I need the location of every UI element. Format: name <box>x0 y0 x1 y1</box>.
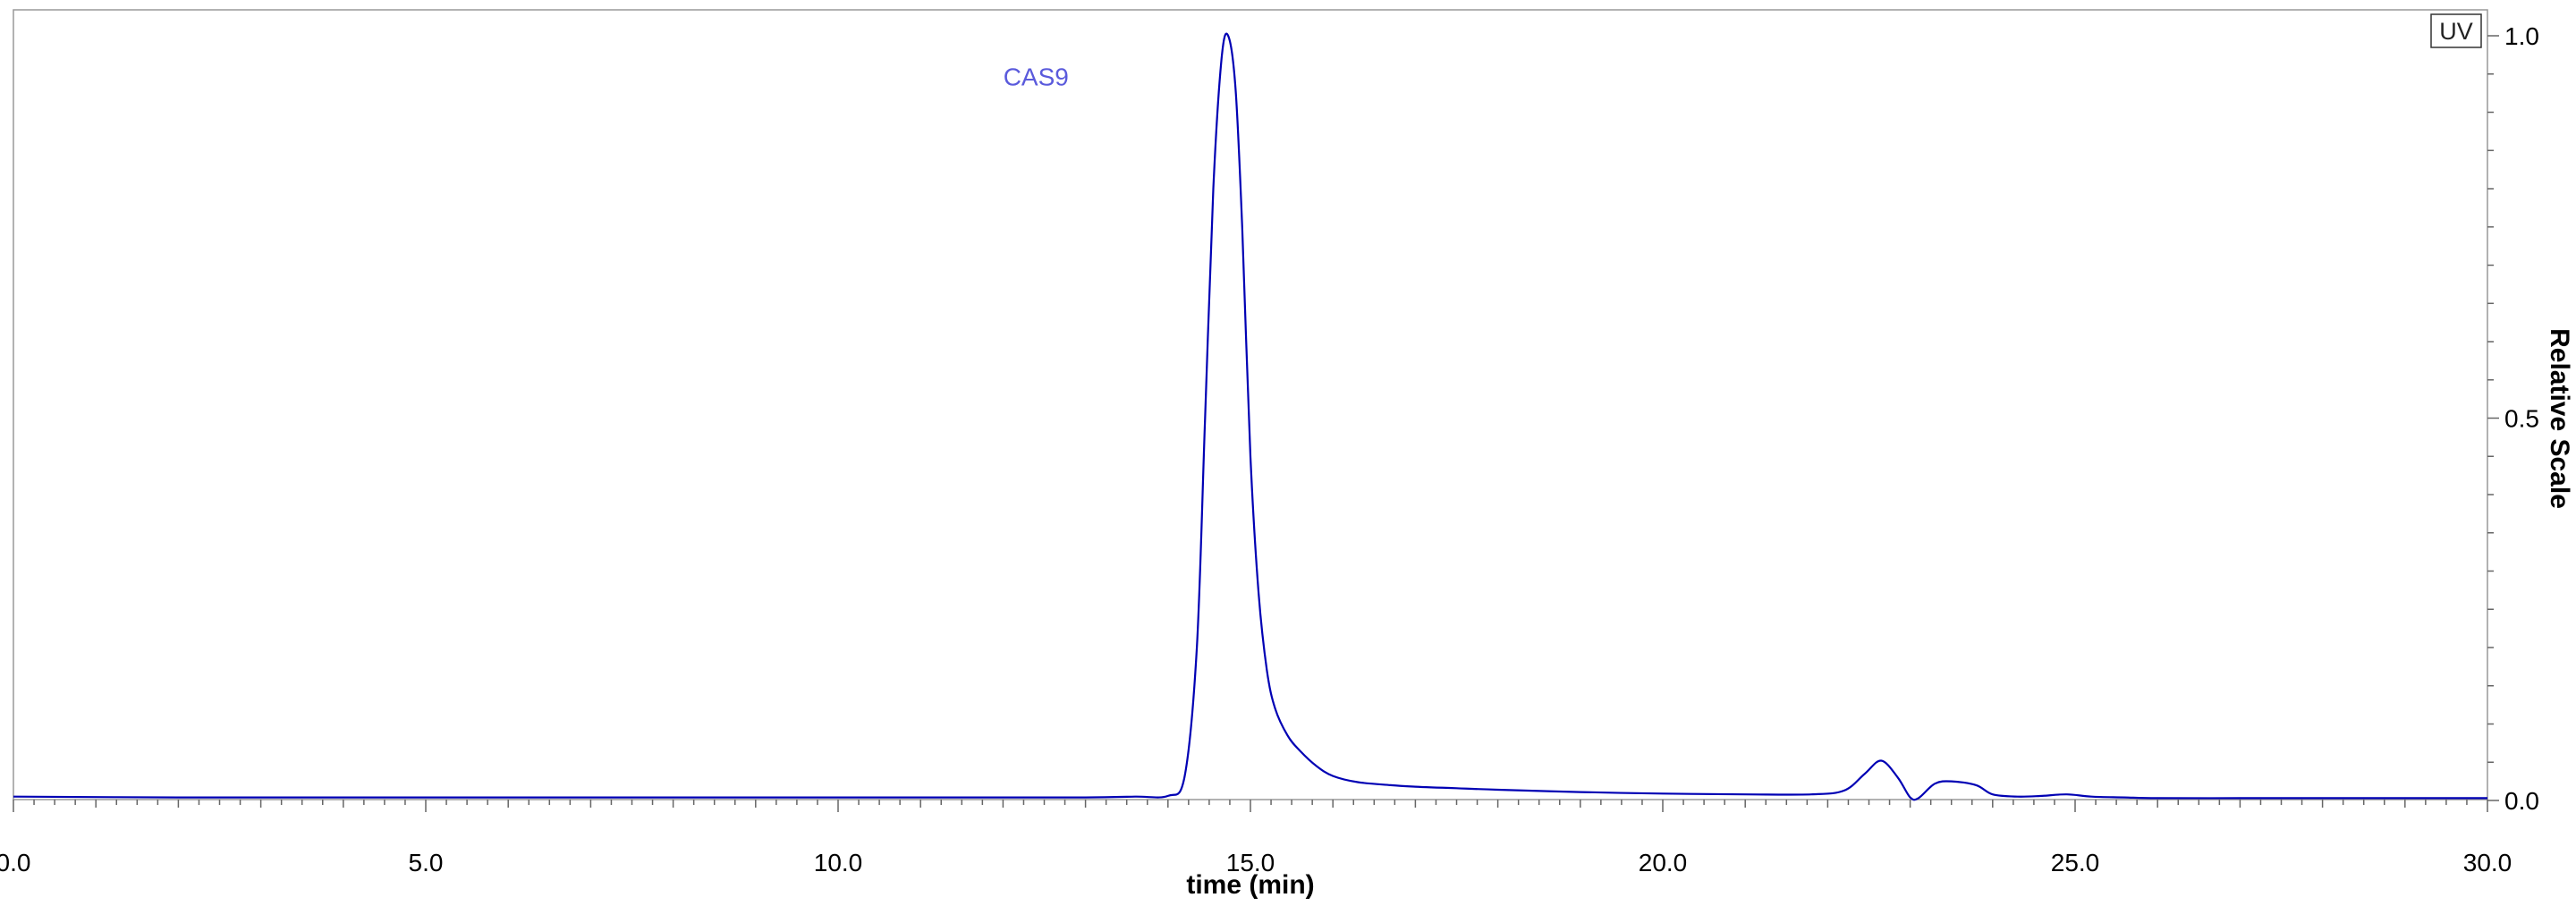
x-tick-label: 20.0 <box>1639 849 1688 876</box>
y-axis-label: Relative Scale <box>2545 328 2574 509</box>
legend-entry-uv: UV <box>2439 18 2473 45</box>
y-axis: 0.0 0.5 1.0 <box>2487 22 2539 815</box>
x-axis-label: time (min) <box>1186 870 1314 900</box>
series-layer <box>13 32 2487 801</box>
series-line-uv <box>13 32 2487 801</box>
x-tick-label: 0.0 <box>0 849 30 876</box>
y-tick-label: 1.0 <box>2504 22 2539 50</box>
x-tick-label: 25.0 <box>2051 849 2100 876</box>
plot-frame <box>13 9 2488 800</box>
legend-box <box>2430 13 2482 48</box>
y-tick-label: 0.0 <box>2504 787 2539 815</box>
annotation-layer: CAS9 <box>1004 64 1069 91</box>
x-tick-label: 5.0 <box>409 849 444 876</box>
x-axis: 0.0 5.0 10.0 15.0 20.0 25.0 30.0 <box>0 800 2512 876</box>
y-tick-label: 0.5 <box>2504 405 2539 433</box>
peak-annotation: CAS9 <box>1004 64 1069 91</box>
x-tick-label: 10.0 <box>814 849 863 876</box>
legend: UV <box>2430 13 2482 48</box>
x-tick-label: 15.0 <box>1226 849 1275 876</box>
x-tick-label: 30.0 <box>2463 849 2512 876</box>
